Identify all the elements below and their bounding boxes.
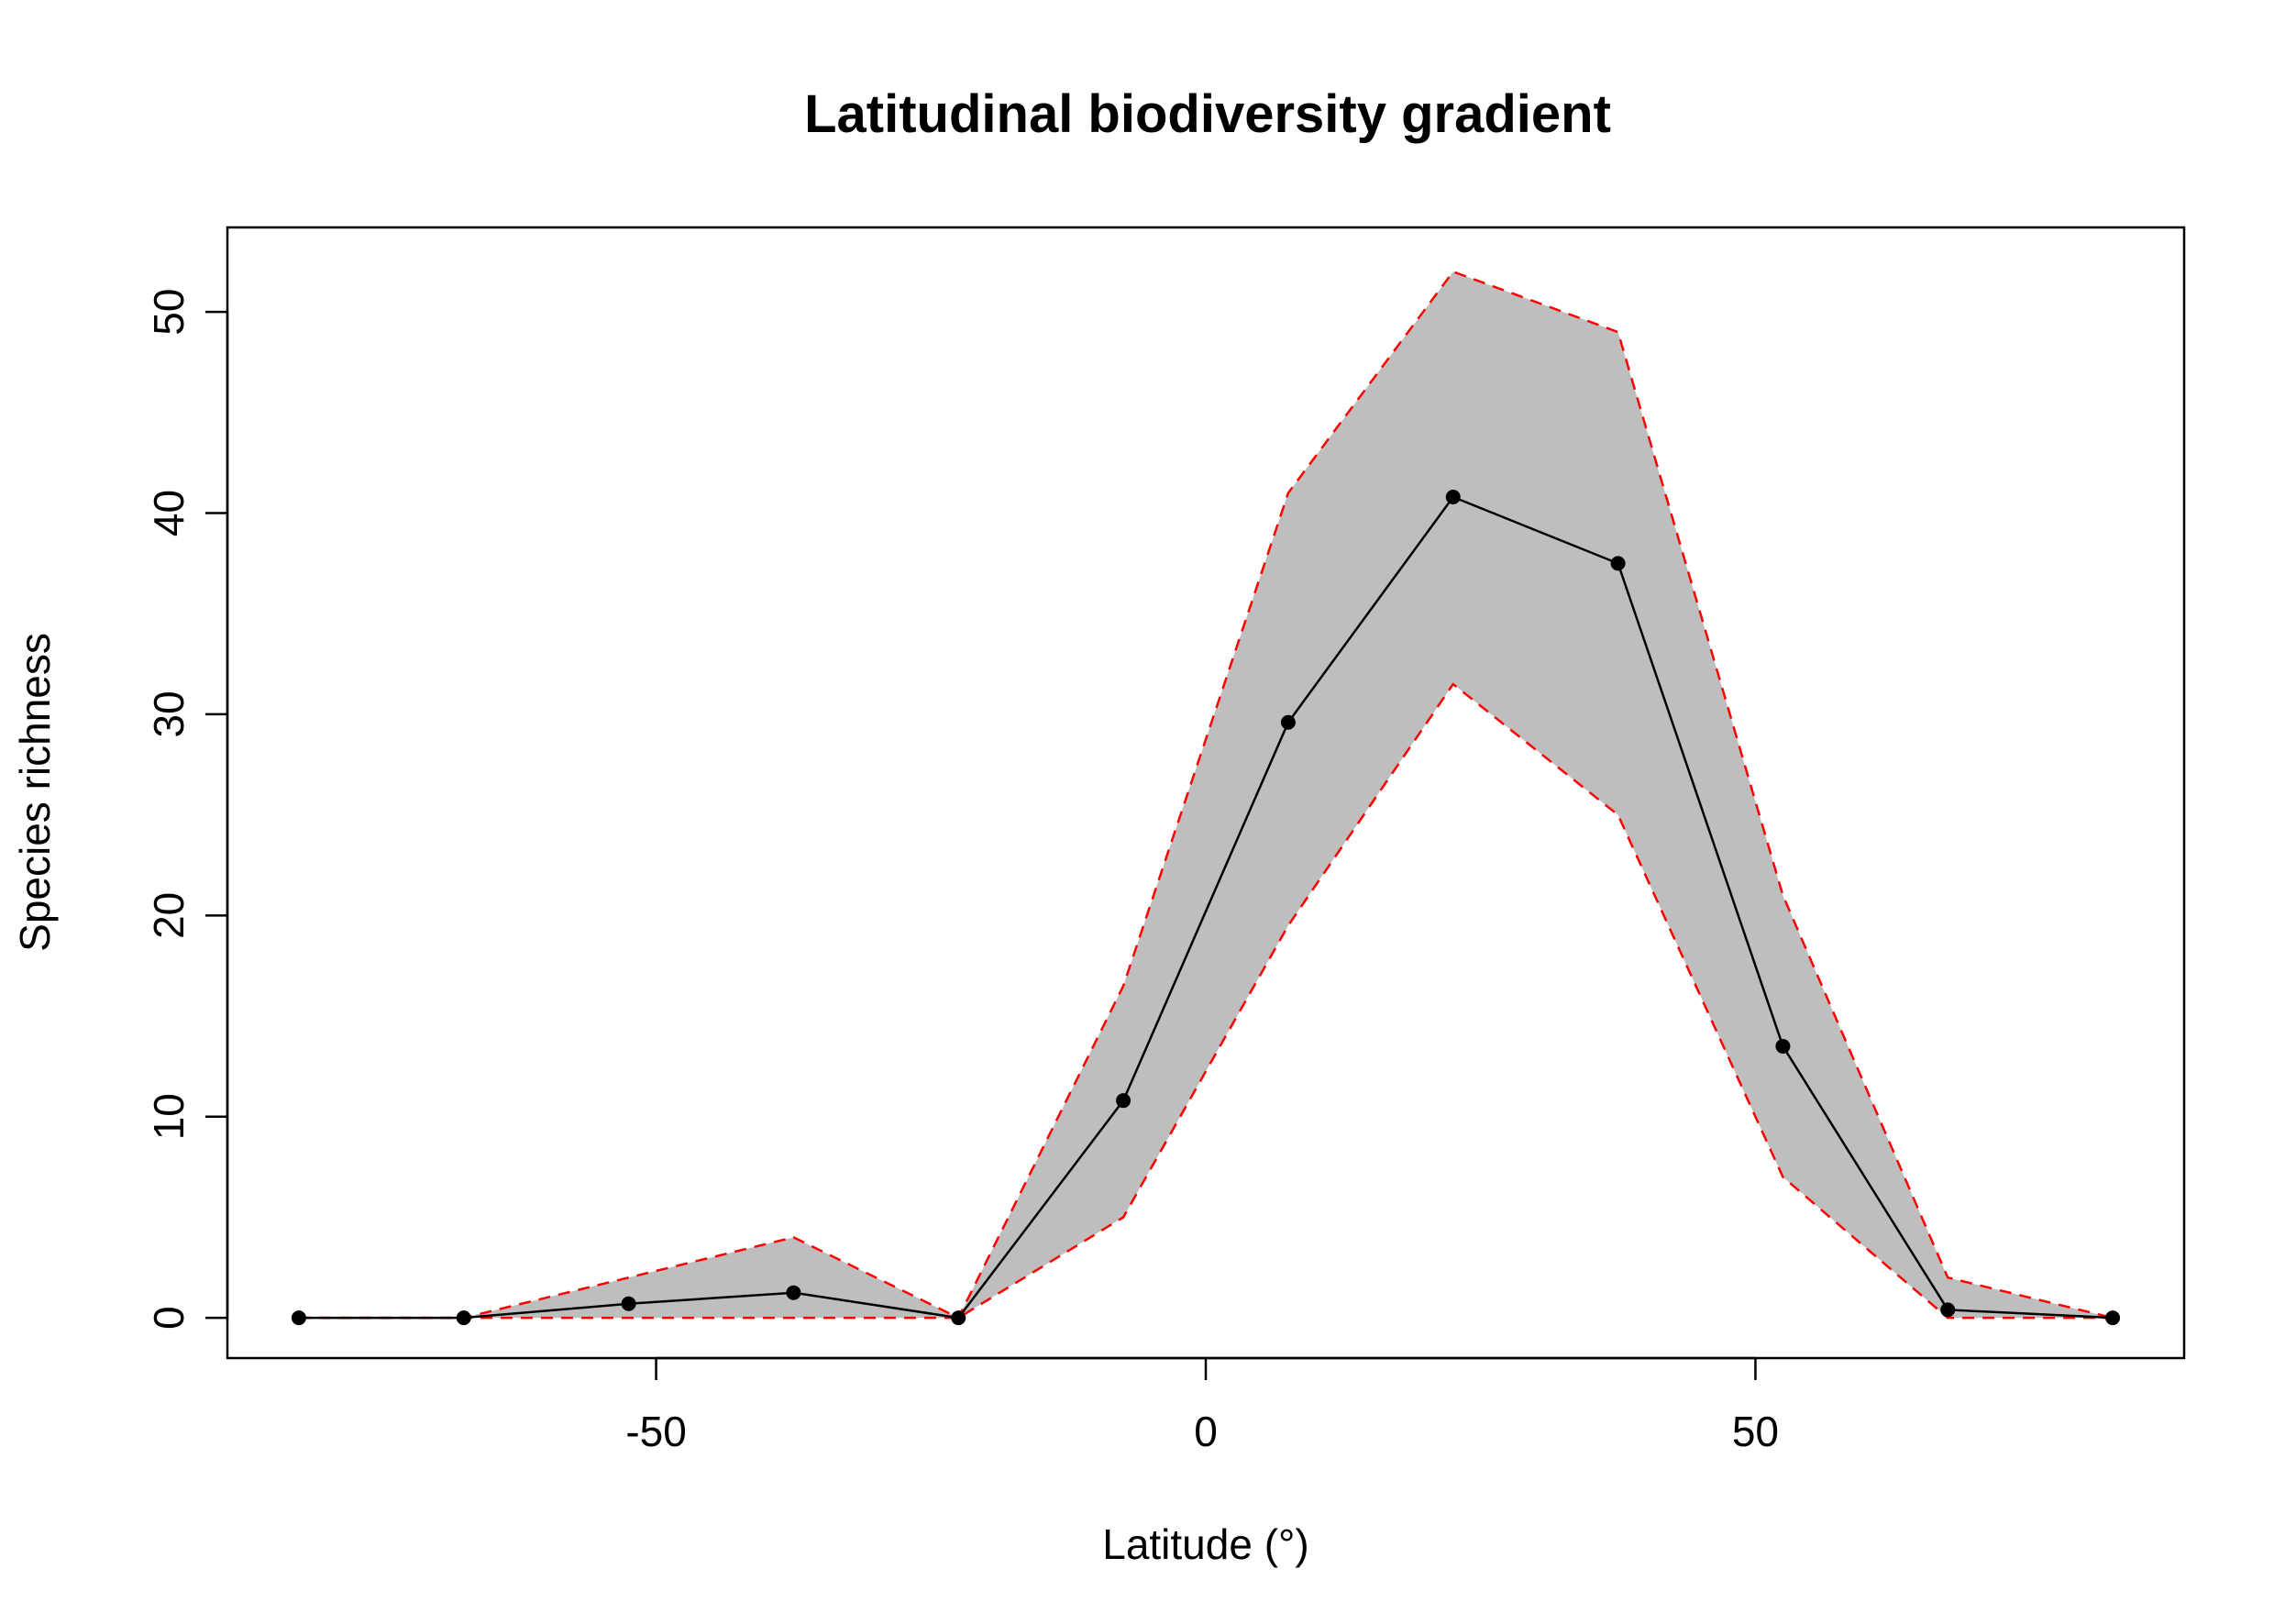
x-tick-label: -50 [625, 1408, 686, 1455]
x-axis: -50 0 50 [625, 1356, 1779, 1455]
y-tick-label: 30 [145, 690, 193, 737]
data-point [1775, 1038, 1791, 1054]
y-tick-label: 50 [145, 289, 193, 336]
y-tick-label: 40 [145, 490, 193, 536]
mean-line [298, 495, 2114, 1320]
data-point [456, 1310, 471, 1326]
data-point [1610, 556, 1626, 571]
y-axis: 0 10 20 30 40 50 [145, 289, 229, 1330]
data-point [1940, 1302, 1956, 1318]
x-tick-label: 50 [1732, 1408, 1779, 1455]
chart-title: Latitudinal biodiversity gradient [804, 84, 1611, 144]
upper-bound-line [298, 270, 2114, 1320]
y-tick-label: 20 [145, 892, 193, 939]
lower-bound-line [298, 682, 2114, 1320]
data-point [291, 1310, 306, 1326]
y-axis-label: Species richness [11, 633, 59, 952]
data-point [951, 1310, 966, 1326]
data-point [2105, 1310, 2121, 1326]
x-axis-label: Latitude (°) [1102, 1520, 1309, 1568]
data-point [621, 1296, 636, 1311]
x-tick-label: 0 [1194, 1408, 1218, 1455]
data-point [786, 1285, 801, 1300]
data-point [1280, 714, 1296, 730]
data-point [1116, 1093, 1131, 1109]
y-tick-label: 0 [145, 1306, 193, 1330]
data-point [1445, 489, 1461, 504]
plot-area [291, 270, 2121, 1326]
y-tick-label: 10 [145, 1093, 193, 1140]
confidence-band [298, 271, 2114, 1319]
